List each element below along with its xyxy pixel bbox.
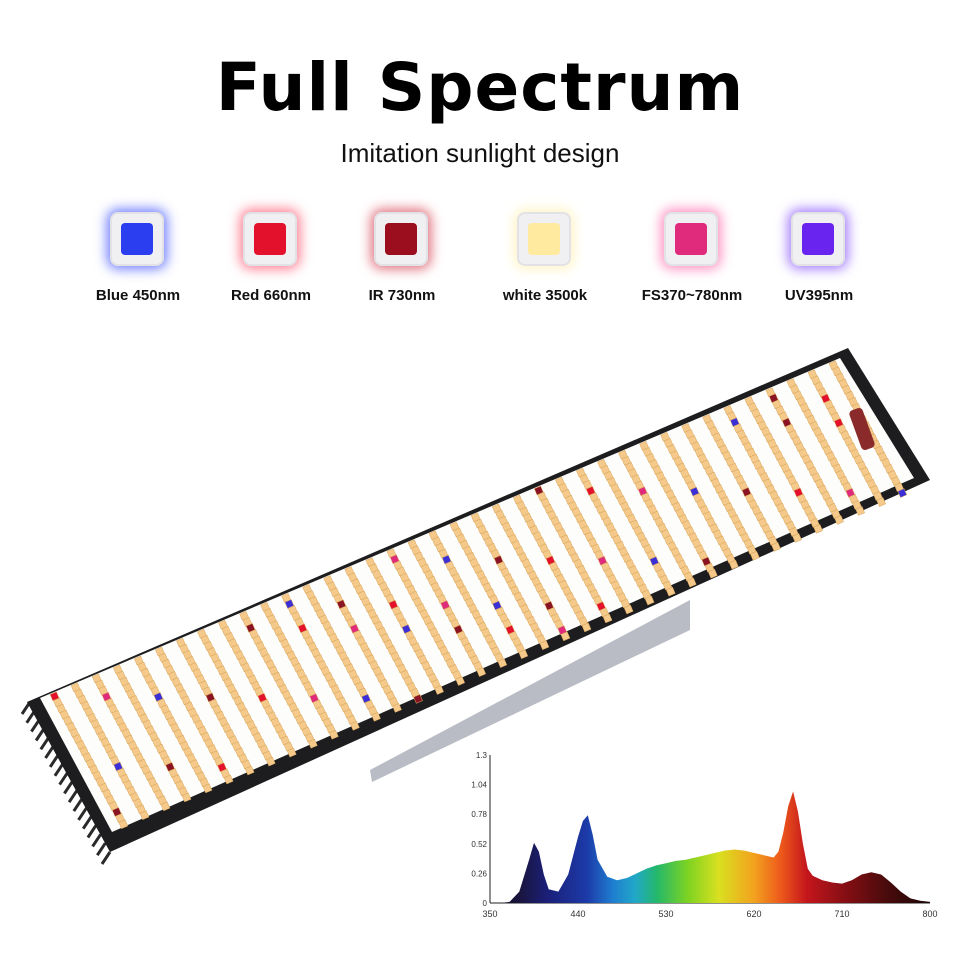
ir-led-icon: [372, 210, 432, 270]
led-dot: [518, 649, 529, 659]
heatsink-fin: [91, 833, 102, 848]
y-tick-label: 0: [483, 899, 488, 908]
led-item-blue: Blue 450nm: [63, 210, 213, 304]
led-dot: [876, 497, 886, 507]
led-dot: [729, 559, 739, 570]
led-dot: [329, 729, 339, 740]
led-dot: [539, 640, 550, 650]
heatsink-fin: [100, 851, 112, 865]
heatsink-fin: [58, 771, 69, 786]
y-tick-label: 0.78: [471, 810, 487, 819]
heatsink-fin: [48, 754, 60, 768]
led-dot: [223, 774, 234, 785]
spectrum-area: [490, 791, 930, 903]
led-dot: [286, 747, 297, 758]
heatsink-fin: [44, 745, 55, 759]
led-label-red: Red 660nm: [230, 287, 312, 304]
heatsink-fin: [72, 798, 84, 812]
grow-light-panel-image: [20, 348, 930, 865]
led-dot: [202, 783, 213, 794]
led-dot: [686, 577, 697, 588]
heatsink-fin: [77, 807, 88, 821]
heatsink-fin: [67, 789, 79, 804]
mounting-bracket: [370, 600, 690, 782]
led-type-row: Blue 450nm Red 660nm IR 730nm white 3500…: [0, 210, 960, 320]
led-dot: [497, 658, 508, 668]
led-item-red: Red 660nm: [196, 210, 346, 304]
led-dot: [476, 667, 486, 677]
heatsink-fin: [39, 736, 51, 751]
heatsink-fin: [81, 815, 93, 830]
x-tick-label: 350: [482, 909, 497, 919]
led-dot: [413, 694, 423, 704]
spectrum-chart: 350 440 530 620 710 800 0 0.26 0.52 0.78 1.04 1.3: [471, 751, 937, 919]
blue-led-icon: [108, 210, 168, 270]
y-tick-label: 1.3: [476, 751, 488, 760]
led-dot: [434, 685, 444, 695]
y-tick-label: 1.04: [471, 781, 487, 790]
led-dot: [118, 819, 129, 829]
y-tick-label: 0.52: [471, 840, 487, 849]
y-tick-label: 0.26: [471, 869, 487, 878]
x-tick-label: 440: [570, 909, 585, 919]
led-dot: [371, 712, 381, 722]
led-item-ir: IR 730nm: [327, 210, 477, 304]
led-dot: [455, 676, 465, 686]
x-tick-label: 710: [834, 909, 849, 919]
led-dot: [644, 595, 655, 606]
led-dot: [834, 515, 844, 525]
led-dot: [855, 506, 865, 516]
chart-tick-labels: 350 440 530 620 710 800 0 0.26 0.52 0.78 1.04 1.3: [471, 751, 937, 919]
led-label-fullspectrum: FS370~780nm: [641, 287, 743, 304]
page-subtitle: Imitation sunlight design: [340, 138, 620, 168]
led-dot: [792, 533, 802, 543]
led-dot: [392, 703, 402, 713]
page-title: Full Spectrum: [215, 49, 745, 126]
led-item-white: white 3500k: [470, 210, 620, 304]
led-dot: [181, 792, 192, 803]
led-dot: [160, 801, 171, 812]
led-dot: [560, 631, 571, 642]
heatsink-fin: [63, 780, 74, 795]
led-label-ir: IR 730nm: [368, 287, 436, 304]
uv-led-icon: [789, 210, 849, 270]
led-dot: [350, 721, 360, 731]
led-label-white: white 3500k: [502, 287, 588, 304]
heatsink-fin: [34, 727, 46, 742]
led-dot: [897, 488, 908, 498]
led-label-uv: UV395nm: [784, 287, 854, 304]
connector-icon: [849, 407, 875, 451]
heatsink-fin: [96, 842, 107, 857]
led-dot: [602, 613, 613, 624]
led-dot: [813, 524, 823, 534]
led-item-uv: UV395nm: [744, 210, 894, 304]
x-tick-label: 800: [922, 909, 937, 919]
led-dot: [581, 622, 592, 633]
fullspectrum-led-icon: [662, 210, 722, 270]
led-dot: [665, 586, 676, 597]
heatsink-fin: [86, 824, 98, 839]
led-label-blue: Blue 450nm: [95, 287, 181, 304]
led-dot: [308, 738, 318, 749]
x-tick-label: 530: [658, 909, 673, 919]
led-dot: [244, 765, 255, 776]
red-led-icon: [241, 210, 301, 270]
heatsink-fin: [53, 762, 65, 777]
led-item-fullspectrum: FS370~780nm: [617, 210, 767, 304]
led-dot: [708, 568, 718, 579]
panel-board: [40, 358, 914, 832]
led-dot: [265, 756, 276, 767]
led-dot: [750, 551, 760, 561]
x-tick-label: 620: [746, 909, 761, 919]
led-dot: [771, 542, 781, 552]
led-dot: [623, 604, 634, 615]
led-dot: [139, 810, 150, 820]
white-led-icon: [515, 210, 575, 270]
led-grid: [49, 360, 908, 829]
